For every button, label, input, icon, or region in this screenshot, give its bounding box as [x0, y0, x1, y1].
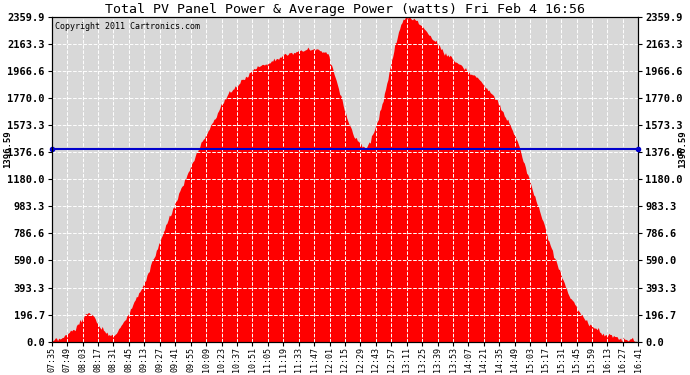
- Text: 1396.59: 1396.59: [678, 130, 687, 168]
- Text: Copyright 2011 Cartronics.com: Copyright 2011 Cartronics.com: [55, 22, 199, 31]
- Title: Total PV Panel Power & Average Power (watts) Fri Feb 4 16:56: Total PV Panel Power & Average Power (wa…: [105, 3, 585, 16]
- Text: 1396.59: 1396.59: [3, 130, 12, 168]
